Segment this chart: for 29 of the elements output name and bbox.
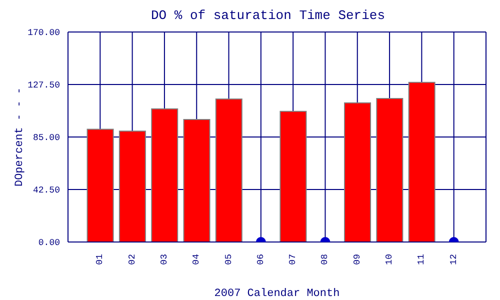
- x-tick-label: 12: [448, 254, 459, 265]
- y-tick-label: 0.00: [38, 238, 60, 248]
- x-tick-label: 04: [192, 254, 202, 265]
- bar: [215, 98, 242, 242]
- x-axis-title: 2007 Calendar Month: [214, 288, 340, 300]
- bar: [86, 128, 114, 242]
- x-tick-label: 11: [416, 254, 427, 265]
- y-tick-label: 42.50: [32, 186, 60, 196]
- x-tick-label: 03: [159, 254, 170, 265]
- x-tick-label: 07: [288, 254, 298, 265]
- x-tick-label: 02: [127, 254, 138, 265]
- bar: [344, 102, 372, 242]
- x-tick-label: 08: [320, 254, 330, 265]
- bar: [280, 110, 307, 242]
- bar: [376, 98, 404, 242]
- y-tick-label: 85.00: [32, 133, 60, 144]
- bar: [118, 130, 146, 242]
- x-tick-label: 10: [384, 254, 395, 265]
- x-tick-label: 09: [352, 254, 362, 265]
- x-tick-label: 06: [256, 254, 266, 265]
- y-axis-title: DOpercent - - -: [14, 87, 26, 187]
- bar: [408, 82, 436, 242]
- y-tick-label: 127.50: [28, 80, 60, 91]
- x-tick-label: 05: [224, 254, 234, 265]
- y-tick-label: 170.00: [28, 28, 60, 38]
- bar: [151, 108, 178, 242]
- bar: [183, 118, 210, 242]
- x-tick-label: 01: [95, 254, 106, 265]
- chart-title: DO % of saturation Time Series: [150, 8, 386, 24]
